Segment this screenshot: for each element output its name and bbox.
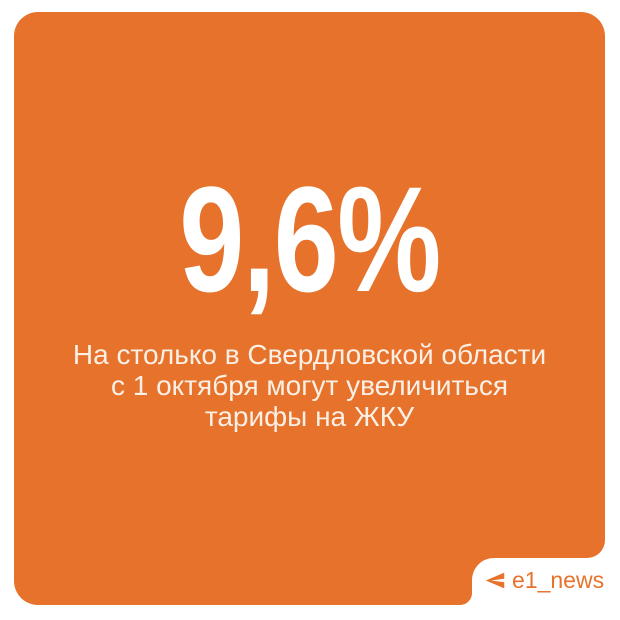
corner-notch-left-of-badge: [460, 593, 472, 605]
description-line-2: с 1 октября могут увеличиться: [110, 370, 509, 401]
channel-name: e1_news: [512, 567, 605, 593]
corner-notch-fill: [587, 540, 605, 558]
telegram-paper-plane-icon: [485, 570, 506, 591]
channel-badge[interactable]: e1_news: [472, 558, 620, 620]
description-line-3: тарифы на ЖКУ: [204, 401, 415, 432]
description-line-1: На столько в Свердловской области: [72, 339, 547, 370]
corner-notch-fill: [460, 593, 472, 605]
headline-percentage: 9,6%: [179, 155, 441, 323]
headline-description: На столько в Свердловской области с 1 ок…: [14, 339, 605, 432]
news-card: 9,6% На столько в Свердловской области с…: [14, 12, 605, 605]
corner-notch-above-badge: [587, 540, 605, 558]
